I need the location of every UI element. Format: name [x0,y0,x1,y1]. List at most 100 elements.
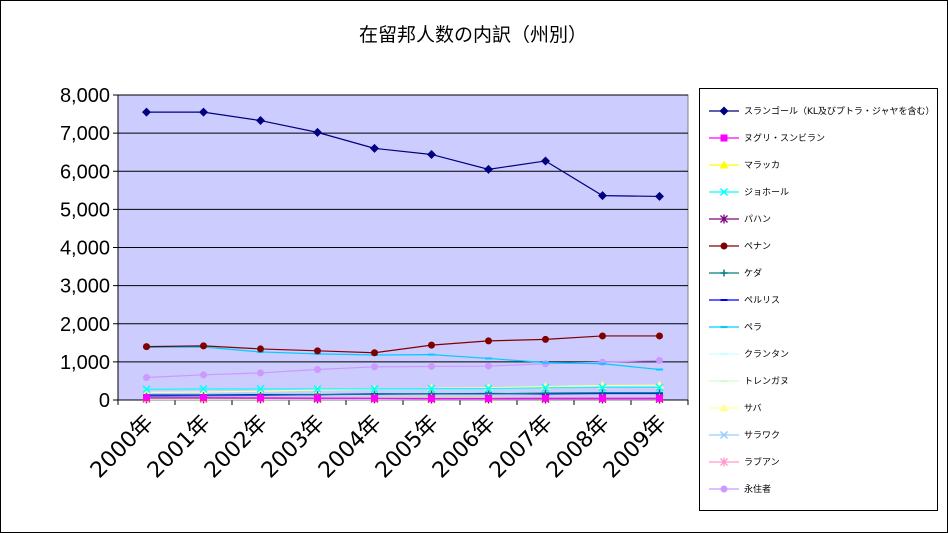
data-point [143,374,150,382]
x-tick-label: 2004年 [314,411,387,484]
data-point [599,332,606,340]
data-point [598,191,607,201]
data-point [485,394,492,402]
series-line [146,346,660,371]
legend-swatch [709,485,739,492]
legend-item: ジョホール [708,185,789,199]
legend-swatch [709,379,739,382]
legend-marker [720,485,728,492]
series-1 [142,107,664,201]
data-point [200,371,207,379]
legend-item: サバ [708,401,762,415]
data-point [313,127,322,137]
legend-label: パハン [744,215,772,225]
data-point [370,143,379,153]
legend-label: ケダ [744,269,763,279]
legend-marker [719,403,729,411]
data-point [200,342,207,350]
x-tick-label: 2000年 [86,411,159,484]
data-point [542,335,549,343]
legend-item: クランタン [708,347,789,361]
data-point [370,384,379,393]
legend-label: サバ [744,404,762,414]
data-point [541,156,550,166]
legend-swatch [709,214,739,223]
legend-item: ヌグリ・スンビラン [708,131,825,145]
data-point [599,394,606,402]
y-tick-label: 8,000 [60,85,110,107]
x-tick-label: 2005年 [371,411,444,484]
data-point [427,384,436,393]
legend-swatch [709,352,739,355]
legend-label: サラワク [744,431,781,441]
data-point [428,341,435,349]
legend-swatch [709,187,739,196]
chart-title: 在留邦人数の内訳（州別） [358,24,587,46]
legend-label: 永住者 [744,485,772,495]
data-point [200,394,207,402]
data-point [541,383,550,392]
series-4 [142,383,664,394]
data-point [598,383,607,392]
data-point [199,387,208,396]
legend-item: ケダ [708,266,762,280]
x-tick-label: 2009年 [599,411,672,484]
data-point [142,107,151,117]
legend-item: サラワク [708,428,780,442]
series-line [146,392,660,397]
y-tick-label: 7,000 [60,123,110,145]
legend-item: トレンガヌ [708,374,789,388]
x-tick-label: 2008年 [542,411,615,484]
data-point [484,384,493,393]
data-point [484,164,493,174]
data-point [371,349,378,357]
legend-label: マラッカ [744,161,781,171]
data-point [256,386,265,395]
series-line [146,386,660,390]
legend-label: スランゴール（KL及びプトラ・ジャヤを含む） [744,107,935,117]
legend-item: 永住者 [708,482,771,496]
legend-label: トレンガヌ [744,377,790,387]
data-point [427,149,436,159]
legend-item: マラッカ [708,158,780,172]
data-point [655,383,664,392]
chart-legend: スランゴール（KL及びプトラ・ジャヤを含む） ヌグリ・スンビランマラッカジョホール… [699,88,938,511]
legend-label: クランタン [744,350,790,360]
data-point [256,384,265,393]
data-point [313,384,322,393]
data-point [485,337,492,345]
legend-swatch [709,325,739,328]
legend-marker [719,187,729,196]
legend-item: ペルリス [708,293,780,307]
data-point [314,394,321,402]
series-6 [143,332,663,357]
legend-swatch [709,242,739,249]
data-point [485,362,492,370]
data-point [656,394,663,402]
y-tick-label: 5,000 [60,199,110,221]
x-tick-label: 2001年 [143,411,216,484]
legend-marker [720,134,728,141]
series-line [146,335,660,354]
y-tick-label: 6,000 [60,161,110,183]
data-point [257,345,264,353]
data-point [256,116,265,126]
data-point [143,343,150,351]
legend-swatch [709,457,739,466]
data-point [542,394,549,402]
data-point [314,347,321,355]
data-point [143,394,150,402]
series-line [146,111,660,198]
legend-label: ペルリス [744,296,781,306]
legend-label: ペラ [744,323,763,333]
legend-item: ペナン [708,239,771,253]
data-point [655,191,664,201]
legend-label: ジョホール [744,188,790,198]
legend-marker [719,430,729,439]
legend-swatch [709,430,739,439]
data-point [656,356,663,364]
legend-label: ラブアン [744,458,780,468]
data-point [484,383,493,392]
x-tick-label: 2002年 [200,411,273,484]
